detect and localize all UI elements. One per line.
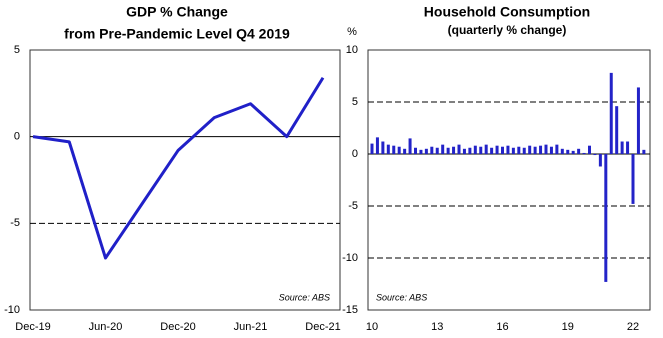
bar — [539, 145, 543, 154]
x-tick-label: Jun-21 — [234, 321, 268, 333]
bar — [604, 154, 608, 282]
bar — [468, 147, 472, 154]
x-tick-label: Dec-19 — [15, 321, 50, 333]
y-tick-label: -15 — [342, 304, 358, 316]
bar — [457, 144, 461, 154]
bar — [501, 146, 504, 154]
bar — [588, 145, 591, 154]
bar — [517, 146, 521, 154]
x-tick-label: 22 — [627, 321, 639, 333]
bar — [419, 149, 423, 154]
y-tick-label: 5 — [14, 44, 20, 56]
y-tick-label: -5 — [348, 200, 358, 212]
y-tick-label: 5 — [352, 96, 358, 108]
bar — [370, 143, 374, 154]
y-tick-label: -10 — [4, 304, 20, 316]
bar — [386, 144, 390, 154]
y-tick-label: -10 — [342, 252, 358, 264]
plot-frame — [367, 49, 651, 311]
bar — [452, 146, 456, 154]
bar — [582, 152, 586, 154]
bar — [642, 149, 646, 154]
bar — [375, 137, 379, 154]
x-tick-label: Dec-20 — [160, 321, 195, 333]
bar — [544, 144, 548, 154]
bar — [560, 148, 564, 154]
plot-frame — [29, 49, 341, 311]
bar — [533, 146, 537, 154]
bar — [566, 149, 570, 154]
bar — [441, 144, 445, 154]
y-tick-label: 0 — [14, 131, 20, 143]
bar — [620, 141, 624, 154]
bar — [408, 138, 412, 154]
chart-subtitle: from Pre-Pandemic Level Q4 2019 — [64, 26, 290, 42]
bar — [598, 154, 602, 167]
bar — [430, 146, 434, 154]
bar — [636, 87, 640, 154]
x-tick-label: 13 — [431, 321, 443, 333]
bar — [435, 147, 439, 154]
bar — [555, 144, 559, 154]
bar — [609, 72, 613, 154]
bar — [495, 145, 499, 154]
y-axis-label: % — [347, 26, 357, 38]
bar — [479, 146, 483, 154]
bar — [528, 145, 532, 154]
y-tick-label: 0 — [352, 148, 358, 160]
bar — [593, 154, 597, 156]
bar — [571, 150, 575, 154]
y-tick-label: 10 — [346, 44, 358, 56]
bar — [381, 141, 385, 154]
bar — [549, 146, 553, 154]
chart-title: Household Consumption — [424, 4, 590, 20]
bar — [615, 106, 619, 154]
source-note: Source: ABS — [279, 292, 330, 302]
x-tick-label: 19 — [562, 321, 574, 333]
data-line — [32, 76, 325, 260]
bar — [631, 154, 635, 204]
bar — [392, 145, 396, 154]
chart-subtitle: (quarterly % change) — [448, 23, 567, 37]
bar — [522, 147, 526, 154]
x-tick-label: Dec-21 — [305, 321, 340, 333]
bar — [403, 148, 407, 154]
bar — [462, 148, 466, 154]
bar — [490, 147, 494, 154]
chart-title: GDP % Change — [126, 4, 228, 20]
x-tick-label: Jun-20 — [89, 321, 123, 333]
bar — [484, 144, 488, 154]
x-tick-label: 16 — [496, 321, 508, 333]
x-tick-label: 10 — [366, 321, 378, 333]
bar — [473, 145, 477, 154]
source-note: Source: ABS — [376, 292, 427, 302]
bar — [577, 148, 581, 154]
bar — [506, 145, 510, 154]
y-tick-label: -5 — [10, 217, 20, 229]
bar — [414, 147, 417, 154]
bar — [626, 141, 630, 154]
bar — [511, 147, 515, 154]
bar — [397, 146, 401, 154]
bar — [424, 148, 428, 154]
bar — [446, 147, 450, 154]
